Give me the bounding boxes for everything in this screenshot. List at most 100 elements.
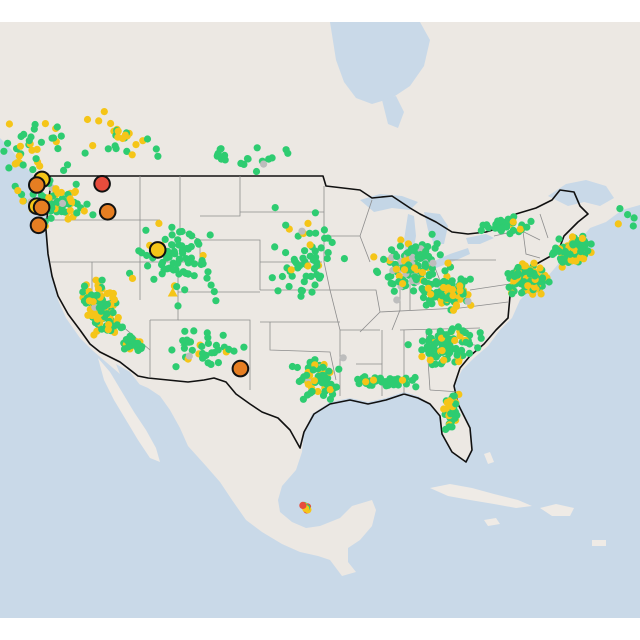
site-marker-good[interactable] <box>181 327 189 335</box>
site-marker-good[interactable] <box>176 255 184 263</box>
site-marker-good[interactable] <box>176 228 184 236</box>
site-marker-moderate[interactable] <box>310 377 318 385</box>
site-marker-good[interactable] <box>204 339 212 347</box>
site-marker-no-data[interactable] <box>464 297 472 305</box>
site-marker-good[interactable] <box>297 292 305 300</box>
site-marker-moderate[interactable] <box>452 301 460 309</box>
highlighted-site-moderate[interactable] <box>148 241 167 259</box>
site-marker-good[interactable] <box>285 282 293 291</box>
site-marker-good[interactable] <box>321 234 329 242</box>
site-marker-good[interactable] <box>181 286 189 294</box>
site-marker-good[interactable] <box>143 135 152 143</box>
site-marker-good[interactable] <box>207 360 215 368</box>
site-marker-good[interactable] <box>171 250 179 258</box>
site-marker-good[interactable] <box>311 209 319 217</box>
site-marker-good[interactable] <box>479 221 487 229</box>
site-marker-good[interactable] <box>410 287 418 295</box>
site-marker-good[interactable] <box>312 229 320 237</box>
site-marker-good[interactable] <box>198 342 206 351</box>
site-marker-good[interactable] <box>616 205 624 213</box>
site-marker-moderate[interactable] <box>440 356 448 364</box>
site-marker-good[interactable] <box>173 283 181 291</box>
site-marker-good[interactable] <box>510 272 519 280</box>
site-marker-good[interactable] <box>174 302 182 310</box>
site-marker-good[interactable] <box>199 349 207 358</box>
site-marker-good[interactable] <box>87 291 95 299</box>
site-marker-good[interactable] <box>404 249 412 257</box>
site-marker-good[interactable] <box>63 161 72 169</box>
site-marker-good[interactable] <box>577 248 585 256</box>
site-marker-good[interactable] <box>318 379 326 387</box>
site-marker-good[interactable] <box>278 272 286 281</box>
site-marker-good[interactable] <box>466 275 474 283</box>
site-marker-good[interactable] <box>584 247 592 255</box>
site-marker-good[interactable] <box>393 252 401 260</box>
site-marker-moderate[interactable] <box>52 185 60 193</box>
site-marker-good[interactable] <box>290 255 298 263</box>
site-marker-moderate[interactable] <box>449 306 458 314</box>
site-marker-good[interactable] <box>340 255 348 263</box>
site-marker-good[interactable] <box>452 344 460 353</box>
site-marker-good[interactable] <box>152 145 160 153</box>
site-marker-good[interactable] <box>161 235 169 243</box>
site-marker-good[interactable] <box>210 288 218 296</box>
site-marker-good[interactable] <box>32 155 40 163</box>
site-marker-good[interactable] <box>307 389 315 397</box>
site-marker-good[interactable] <box>168 223 176 231</box>
site-marker-moderate[interactable] <box>304 380 312 388</box>
site-marker-good[interactable] <box>225 345 233 353</box>
site-marker-good[interactable] <box>424 243 432 251</box>
site-marker-good[interactable] <box>458 346 466 354</box>
site-marker-good[interactable] <box>396 242 404 250</box>
site-marker-good[interactable] <box>214 149 222 158</box>
site-marker-moderate[interactable] <box>399 280 407 288</box>
site-marker-moderate[interactable] <box>114 133 122 141</box>
site-marker-good[interactable] <box>103 310 111 318</box>
site-marker-good[interactable] <box>221 151 229 159</box>
site-marker-good[interactable] <box>421 262 430 270</box>
site-marker-good[interactable] <box>301 247 309 255</box>
site-marker-moderate[interactable] <box>15 152 23 160</box>
site-marker-good[interactable] <box>154 152 162 160</box>
site-marker-good[interactable] <box>244 155 252 163</box>
site-marker-good[interactable] <box>445 423 453 431</box>
site-marker-moderate[interactable] <box>572 257 580 265</box>
site-marker-good[interactable] <box>316 272 325 280</box>
site-marker-good[interactable] <box>212 341 220 349</box>
site-marker-good[interactable] <box>508 290 516 298</box>
site-marker-good[interactable] <box>198 257 206 265</box>
site-marker-good[interactable] <box>297 286 305 294</box>
site-marker-good[interactable] <box>462 338 470 346</box>
site-marker-good[interactable] <box>376 374 384 382</box>
site-marker-moderate[interactable] <box>85 297 93 305</box>
site-marker-good[interactable] <box>447 410 455 418</box>
site-marker-good[interactable] <box>219 331 227 339</box>
site-marker-good[interactable] <box>324 249 332 257</box>
site-marker-moderate[interactable] <box>107 119 115 128</box>
site-marker-good[interactable] <box>30 125 38 133</box>
site-marker-moderate[interactable] <box>128 151 136 159</box>
site-marker-good[interactable] <box>320 226 328 234</box>
site-marker-good[interactable] <box>414 253 422 261</box>
site-marker-moderate[interactable] <box>304 262 312 270</box>
site-marker-good[interactable] <box>169 259 177 267</box>
site-marker-good[interactable] <box>510 213 518 221</box>
site-marker-good[interactable] <box>168 346 176 354</box>
site-marker-moderate[interactable] <box>578 234 587 242</box>
site-marker-moderate[interactable] <box>440 405 448 413</box>
site-marker-moderate[interactable] <box>110 296 118 304</box>
triangle-marker-good[interactable] <box>180 336 191 346</box>
site-marker-good[interactable] <box>104 145 112 153</box>
site-marker-good[interactable] <box>93 291 101 299</box>
site-marker-good[interactable] <box>265 155 273 163</box>
site-marker-good[interactable] <box>323 254 331 263</box>
site-marker-moderate[interactable] <box>45 194 53 202</box>
site-marker-moderate[interactable] <box>444 259 452 267</box>
site-marker-moderate[interactable] <box>614 220 622 228</box>
site-marker-moderate[interactable] <box>306 241 314 249</box>
site-marker-good[interactable] <box>412 383 420 391</box>
site-marker-moderate[interactable] <box>89 142 97 150</box>
site-marker-good[interactable] <box>477 334 485 342</box>
site-marker-good[interactable] <box>430 343 438 351</box>
site-marker-no-data[interactable] <box>298 227 306 235</box>
